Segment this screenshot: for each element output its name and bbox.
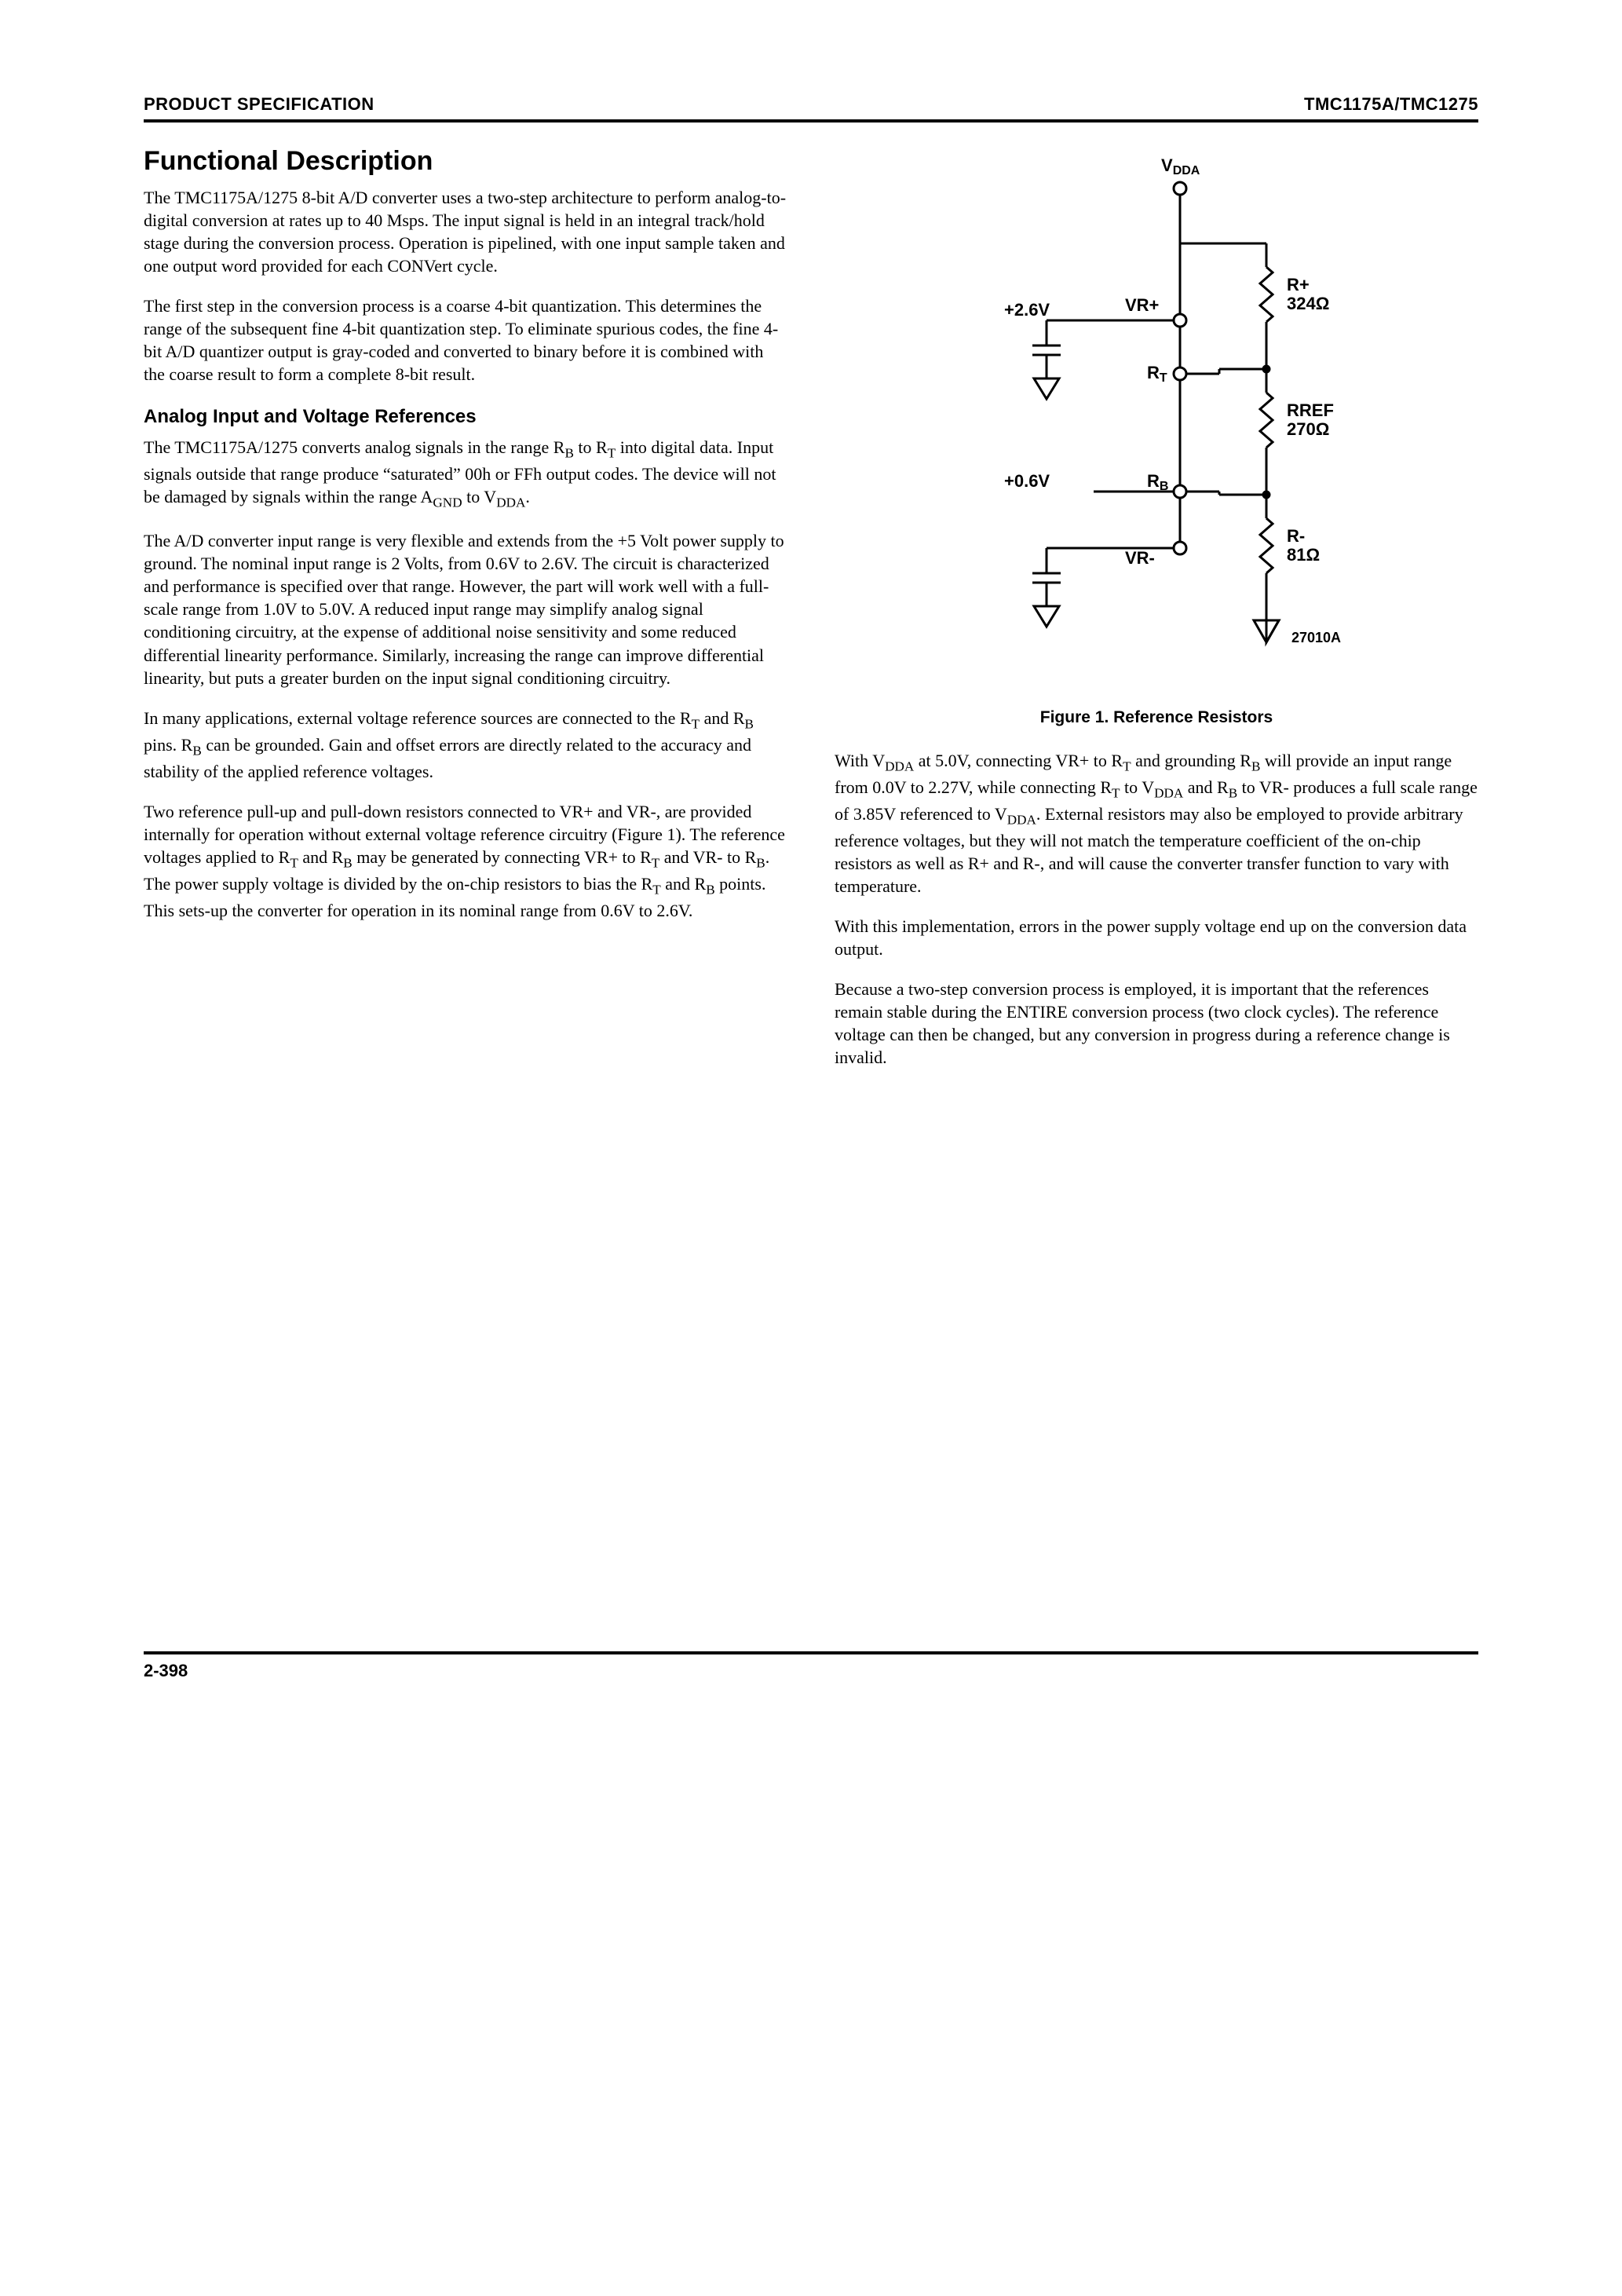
para-1: The TMC1175A/1275 8-bit A/D converter us…: [144, 186, 787, 277]
sub-b: B: [564, 446, 573, 461]
label-rb: RB: [1147, 471, 1168, 493]
sub-t2: T: [692, 716, 700, 731]
sub-b8: B: [1229, 785, 1237, 800]
label-vrm: VR-: [1125, 548, 1155, 568]
p5-a: In many applications, external voltage r…: [144, 708, 692, 728]
p3-b: to R: [574, 437, 608, 457]
sub-b3: B: [192, 743, 201, 758]
label-vrp: VR+: [1125, 295, 1159, 315]
sub-t4: T: [652, 855, 659, 870]
p6-d: and VR- to R: [659, 847, 756, 867]
right-column: VDDA VR+ +2.6V RT RB +0.6V VR- R+ 324Ω R…: [835, 146, 1478, 1086]
rp1-c: and grounding R: [1131, 751, 1251, 770]
para-6: Two reference pull-up and pull-down resi…: [144, 800, 787, 922]
page-title: Functional Description: [144, 146, 787, 177]
label-rref: RREF: [1287, 400, 1334, 420]
p3-a: The TMC1175A/1275 converts analog signal…: [144, 437, 564, 457]
label-v06: +0.6V: [1004, 471, 1050, 491]
circuit-figure: VDDA VR+ +2.6V RT RB +0.6V VR- R+ 324Ω R…: [835, 149, 1478, 699]
rp1-f: and R: [1183, 777, 1228, 797]
columns: Functional Description The TMC1175A/1275…: [144, 146, 1478, 1086]
figure-caption: Figure 1. Reference Resistors: [835, 708, 1478, 727]
label-v26: +2.6V: [1004, 300, 1050, 320]
p3-d: to V: [462, 487, 497, 506]
footer-rule: 2-398: [144, 1651, 1478, 1681]
para-5: In many applications, external voltage r…: [144, 707, 787, 783]
sub-dda2: DDA: [885, 759, 914, 773]
sub-gnd: GND: [433, 495, 462, 510]
sub-b5: B: [756, 855, 765, 870]
header-row: PRODUCT SPECIFICATION TMC1175A/TMC1275: [144, 94, 1478, 122]
sub-t6: T: [1123, 759, 1131, 773]
p5-c: pins. R: [144, 735, 192, 755]
label-drawing-id: 27010A: [1291, 630, 1341, 645]
label-rref-val: 270Ω: [1287, 419, 1329, 439]
label-rminus: R-: [1287, 526, 1305, 546]
right-para-1: With VDDA at 5.0V, connecting VR+ to RT …: [835, 749, 1478, 898]
p5-d: can be grounded. Gain and offset errors …: [144, 735, 751, 781]
sub-t7: T: [1112, 785, 1120, 800]
para-3: The TMC1175A/1275 converts analog signal…: [144, 436, 787, 512]
circuit-svg: VDDA VR+ +2.6V RT RB +0.6V VR- R+ 324Ω R…: [937, 149, 1376, 699]
subheading: Analog Input and Voltage References: [144, 406, 787, 428]
label-rt: RT: [1147, 363, 1167, 385]
right-para-3: Because a two-step conversion process is…: [835, 978, 1478, 1069]
label-vdda: VDDA: [1161, 155, 1200, 177]
label-rminus-val: 81Ω: [1287, 545, 1320, 565]
p3-e: .: [525, 487, 530, 506]
sub-b7: B: [1251, 759, 1260, 773]
sub-dda4: DDA: [1007, 812, 1036, 827]
sub-t3: T: [290, 855, 298, 870]
sub-b6: B: [706, 882, 714, 897]
label-rplus: R+: [1287, 275, 1310, 294]
para-4: The A/D converter input range is very fl…: [144, 529, 787, 689]
p6-b: and R: [298, 847, 343, 867]
rp1-b: at 5.0V, connecting VR+ to R: [914, 751, 1123, 770]
sub-b4: B: [343, 855, 352, 870]
header-right: TMC1175A/TMC1275: [1304, 94, 1478, 115]
page: PRODUCT SPECIFICATION TMC1175A/TMC1275 F…: [97, 63, 1525, 1728]
p6-c: may be generated by connecting VR+ to R: [353, 847, 652, 867]
right-para-2: With this implementation, errors in the …: [835, 915, 1478, 960]
left-column: Functional Description The TMC1175A/1275…: [144, 146, 787, 1086]
rp1-a: With V: [835, 751, 885, 770]
sub-t5: T: [652, 882, 660, 897]
header-left: PRODUCT SPECIFICATION: [144, 94, 374, 115]
rp1-e: to V: [1120, 777, 1154, 797]
p5-b: and R: [700, 708, 744, 728]
para-2: The first step in the conversion process…: [144, 294, 787, 386]
sub-dda3: DDA: [1154, 785, 1183, 800]
sub-dda: DDA: [496, 495, 525, 510]
footer-page-number: 2-398: [144, 1661, 1478, 1681]
sub-b2: B: [745, 716, 754, 731]
sub-t: T: [608, 446, 616, 461]
label-rplus-val: 324Ω: [1287, 294, 1329, 313]
p6-f: and R: [661, 874, 706, 894]
